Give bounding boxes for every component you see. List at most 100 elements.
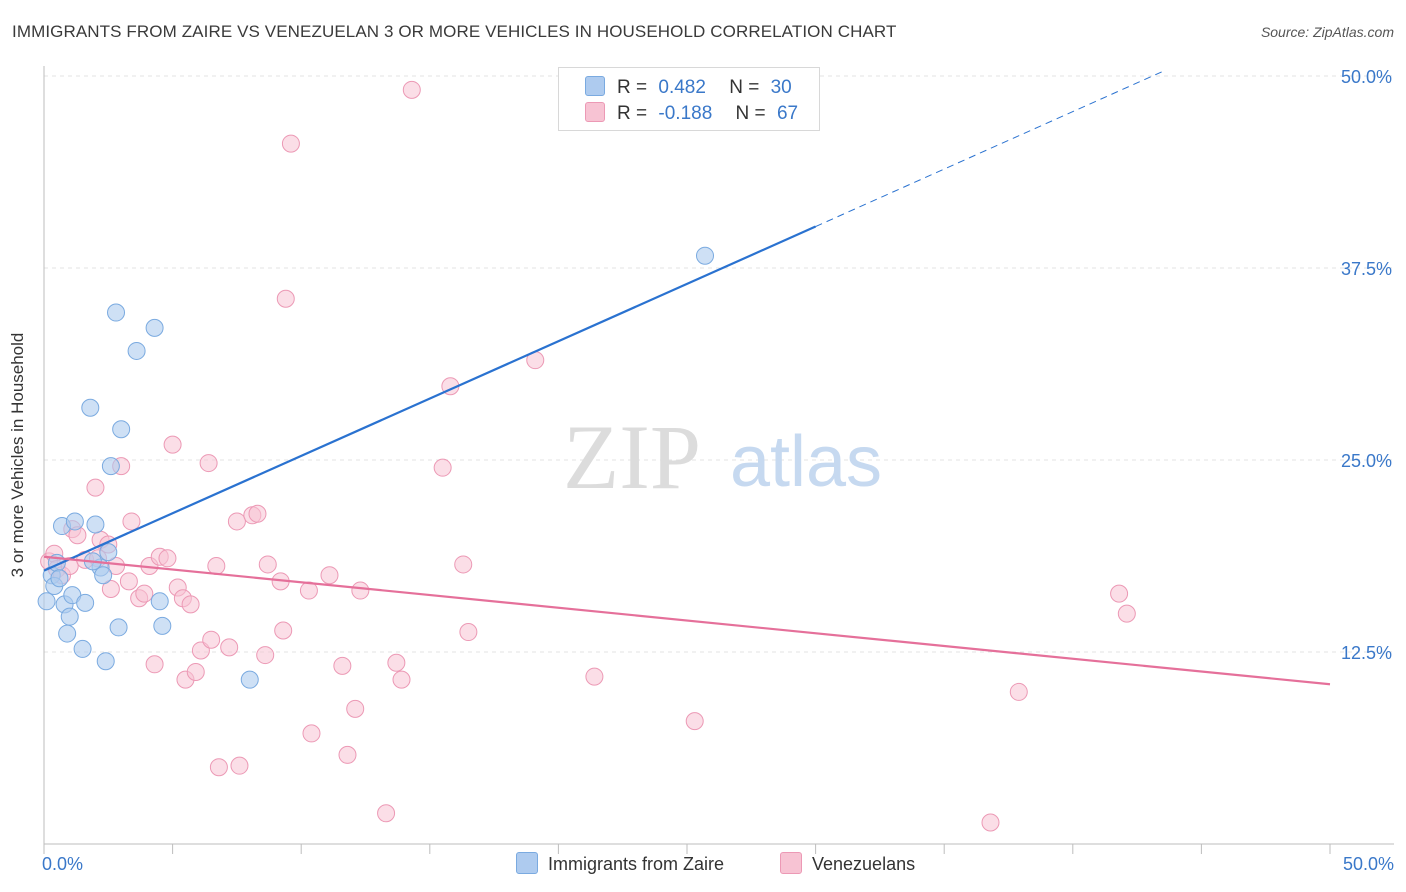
venezuelan-point xyxy=(119,572,138,591)
zaire-point xyxy=(60,607,79,626)
venezuelan-r-value: -0.188 xyxy=(658,103,713,124)
venezuelan-point xyxy=(351,581,370,600)
venezuelan-point xyxy=(181,595,200,614)
venezuelan-r-label: R = xyxy=(617,103,648,124)
venezuelan-point xyxy=(981,813,1000,832)
y-axis-label: 3 or more Vehicles in Household xyxy=(8,332,27,578)
chart-title: IMMIGRANTS FROM ZAIRE VS VENEZUELAN 3 OR… xyxy=(12,22,897,41)
zaire-n-label: N = xyxy=(729,77,760,98)
zaire-point xyxy=(76,593,95,612)
venezuelan-point xyxy=(230,756,249,775)
y-tick-label: 12.5% xyxy=(1341,643,1392,663)
venezuelan-point xyxy=(207,556,226,575)
zaire-point xyxy=(150,592,169,611)
bottom-legend-zaire: Immigrants from Zaire xyxy=(516,852,724,875)
zaire-points xyxy=(37,246,715,689)
watermark-atlas: atlas xyxy=(730,422,882,502)
venezuelan-point xyxy=(302,724,321,743)
venezuelan-point xyxy=(274,621,293,640)
zaire-n-value: 30 xyxy=(770,77,792,98)
zaire-point xyxy=(109,618,128,637)
x-tick-label-max: 50.0% xyxy=(1343,854,1394,874)
zaire-trend-line xyxy=(43,225,817,572)
zaire-point xyxy=(50,569,69,588)
zaire-swatch xyxy=(585,76,605,96)
zaire-trend-extension xyxy=(815,70,1164,227)
zaire-point xyxy=(153,616,172,635)
venezuelan-point xyxy=(377,804,396,823)
zaire-point xyxy=(101,457,120,476)
venezuelan-point xyxy=(227,512,246,531)
zaire-r-value: 0.482 xyxy=(658,77,706,98)
venezuelan-point xyxy=(158,549,177,568)
legend-row-zaire: R = 0.482 N = 30 xyxy=(585,76,792,98)
venezuelan-point xyxy=(387,653,406,672)
bottom-zaire-label: Immigrants from Zaire xyxy=(548,854,725,874)
bottom-venezuelan-label: Venezuelans xyxy=(812,854,916,874)
axes xyxy=(43,66,1394,854)
tick-labels: 12.5% 25.0% 37.5% 50.0% 0.0% 50.0% xyxy=(42,67,1394,874)
venezuelan-point xyxy=(276,289,295,308)
venezuelan-point xyxy=(459,623,478,642)
zaire-point xyxy=(96,652,115,671)
x-tick-label-min: 0.0% xyxy=(42,854,83,874)
zaire-point xyxy=(65,512,84,531)
zaire-point xyxy=(58,624,77,643)
venezuelan-trend-line xyxy=(43,555,1331,686)
venezuelan-point xyxy=(135,584,154,603)
venezuelan-point xyxy=(248,504,267,523)
venezuelan-point xyxy=(1009,682,1028,701)
watermark-zip: ZIP xyxy=(563,406,701,508)
venezuelan-point xyxy=(86,478,105,497)
venezuelan-point xyxy=(392,670,411,689)
venezuelan-point xyxy=(1110,584,1129,603)
zaire-point xyxy=(73,639,92,658)
correlation-legend: R = 0.482 N = 30 R = -0.188 N = 67 xyxy=(558,67,820,131)
zaire-point xyxy=(86,515,105,534)
venezuelan-swatch xyxy=(585,102,605,122)
venezuelan-point xyxy=(454,555,473,574)
venezuelan-point xyxy=(333,656,352,675)
venezuelan-point xyxy=(320,566,339,585)
venezuelan-point xyxy=(186,662,205,681)
zaire-point xyxy=(99,543,118,562)
zaire-point xyxy=(112,420,131,439)
venezuelan-point xyxy=(209,758,228,777)
zaire-point xyxy=(696,246,715,265)
venezuelan-point xyxy=(1117,604,1136,623)
venezuelan-point xyxy=(220,638,239,657)
legend-row-venezuelan: R = -0.188 N = 67 xyxy=(585,102,798,124)
y-tick-label: 50.0% xyxy=(1341,67,1392,87)
venezuelan-point xyxy=(338,745,357,764)
venezuelan-point xyxy=(202,630,221,649)
y-tick-label: 25.0% xyxy=(1341,451,1392,471)
zaire-r-label: R = xyxy=(617,77,648,98)
venezuelan-point xyxy=(685,712,704,731)
zaire-point xyxy=(240,670,259,689)
zaire-point xyxy=(107,303,126,322)
zaire-point xyxy=(37,592,56,611)
y-tick-label: 37.5% xyxy=(1341,259,1392,279)
bottom-zaire-swatch xyxy=(516,852,538,874)
venezuelan-point xyxy=(281,134,300,153)
venezuelan-point xyxy=(256,646,275,665)
bottom-legend-venezuelan: Venezuelans xyxy=(780,852,915,875)
trend-lines xyxy=(43,70,1331,686)
watermark: ZIP atlas xyxy=(563,406,882,508)
venezuelan-point xyxy=(163,435,182,454)
venezuelan-point xyxy=(585,667,604,686)
venezuelan-point xyxy=(101,580,120,599)
zaire-point xyxy=(81,398,100,417)
venezuelan-point xyxy=(402,80,421,99)
venezuelan-n-value: 67 xyxy=(776,103,799,124)
venezuelan-points xyxy=(40,80,1136,832)
source-credit: Source: ZipAtlas.com xyxy=(1260,24,1394,40)
venezuelan-point xyxy=(433,458,452,477)
zaire-point xyxy=(145,318,164,337)
gridlines xyxy=(44,75,1394,653)
venezuelan-point xyxy=(145,655,164,674)
venezuelan-point xyxy=(122,512,141,531)
venezuelan-n-label: N = xyxy=(735,103,766,124)
venezuelan-point xyxy=(258,555,277,574)
